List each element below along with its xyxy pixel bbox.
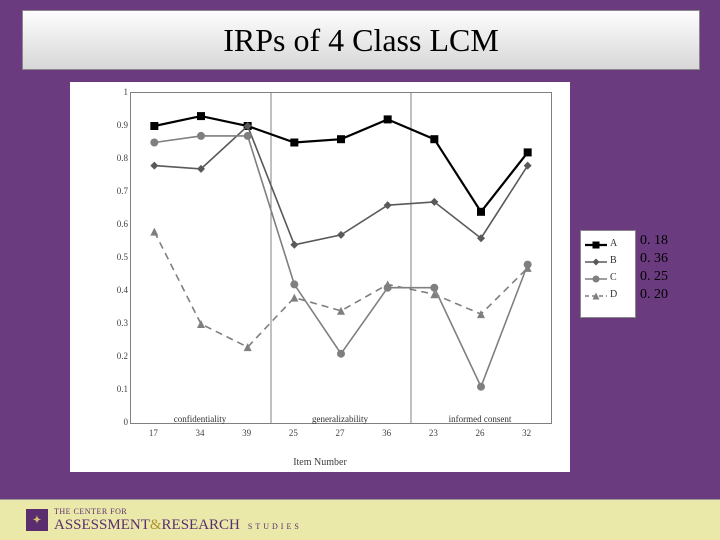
logo-studies: STUDIES [248, 522, 302, 531]
legend-label: A [607, 238, 617, 249]
y-tick: 0.4 [100, 285, 128, 295]
y-tick: 0.2 [100, 351, 128, 361]
x-tick: 32 [512, 428, 542, 438]
legend-swatch [585, 255, 607, 267]
legend-item: B [585, 252, 631, 269]
legend-item: A [585, 235, 631, 252]
chart-svg [131, 93, 551, 423]
footer-logo: THE CENTER FOR ASSESSMENT&RESEARCH STUDI… [54, 507, 302, 534]
legend-item: D [585, 286, 631, 303]
side-value: 0. 20 [640, 286, 668, 304]
logo-word-2: RESEARCH [162, 517, 240, 533]
logo-small-line: THE CENTER FOR [54, 507, 302, 516]
x-tick: 26 [465, 428, 495, 438]
page-title: IRPs of 4 Class LCM [223, 22, 499, 59]
section-label: informed consent [449, 414, 512, 424]
side-value: 0. 36 [640, 250, 668, 268]
y-tick: 0.1 [100, 384, 128, 394]
legend-label: C [607, 272, 617, 283]
x-tick: 39 [232, 428, 262, 438]
y-tick: 0.3 [100, 318, 128, 328]
logo-ampersand: & [150, 517, 162, 533]
y-tick: 0.7 [100, 186, 128, 196]
y-tick: 0.5 [100, 252, 128, 262]
legend-swatch [585, 272, 607, 284]
section-label: generalizability [312, 414, 368, 424]
y-tick: 0.8 [100, 153, 128, 163]
side-value: 0. 18 [640, 232, 668, 250]
legend-item: C [585, 269, 631, 286]
plot-area [130, 92, 552, 424]
x-tick: 27 [325, 428, 355, 438]
side-value: 0. 25 [640, 268, 668, 286]
x-tick: 17 [138, 428, 168, 438]
legend-swatch [585, 289, 607, 301]
legend-swatch [585, 238, 607, 250]
section-label: confidentiality [174, 414, 226, 424]
chart-card: Probability of Correct Response 00.10.20… [70, 82, 570, 472]
logo-word-1: ASSESSMENT [54, 517, 150, 533]
x-tick: 23 [418, 428, 448, 438]
legend-label: D [607, 289, 617, 300]
y-tick: 0 [100, 417, 128, 427]
x-tick: 25 [278, 428, 308, 438]
logo-icon: ✦ [26, 509, 48, 531]
x-tick: 34 [185, 428, 215, 438]
y-tick: 1 [100, 87, 128, 97]
legend-box: ABCD [580, 230, 636, 318]
x-tick: 36 [372, 428, 402, 438]
y-tick: 0.9 [100, 120, 128, 130]
legend-label: B [607, 255, 617, 266]
class-proportion-values: 0. 180. 360. 250. 20 [640, 232, 668, 304]
footer-bar: ✦ THE CENTER FOR ASSESSMENT&RESEARCH STU… [0, 499, 720, 540]
title-bar: IRPs of 4 Class LCM [22, 10, 700, 70]
x-axis-label: Item Number [70, 457, 570, 468]
y-tick: 0.6 [100, 219, 128, 229]
